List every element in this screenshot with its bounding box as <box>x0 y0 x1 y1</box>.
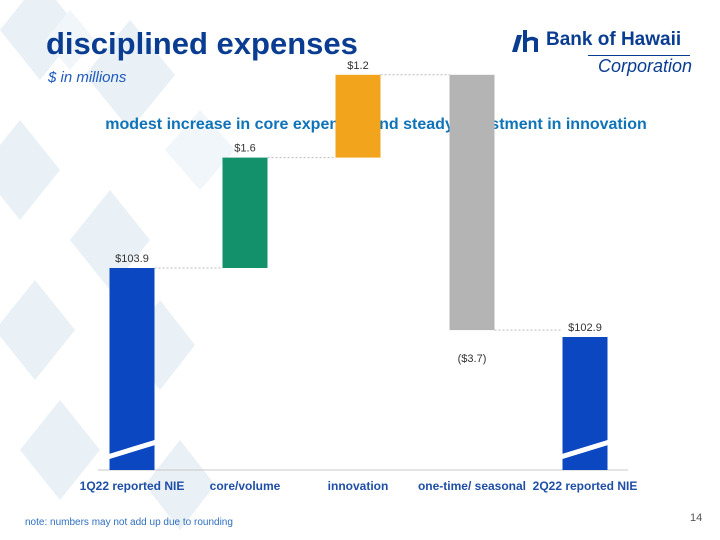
slide-subtitle: $ in millions <box>48 69 127 86</box>
bar-1 <box>222 157 268 268</box>
category-label: 1Q22 reported NIE <box>80 479 185 493</box>
bar-3 <box>449 74 495 331</box>
logo-corporation: Corporation <box>598 56 693 76</box>
slide-title: disciplined expenses <box>46 26 358 61</box>
bank-logo: Bank of Hawaii Corporation <box>512 26 692 80</box>
data-label: $102.9 <box>568 322 602 334</box>
bar-2 <box>335 74 381 158</box>
page-number: 14 <box>690 512 703 524</box>
axis-break-mark <box>559 439 611 460</box>
background-pattern <box>0 0 235 530</box>
category-label: one-time/ seasonal <box>418 479 526 493</box>
logo-bank-name: Bank of Hawaii <box>546 29 682 50</box>
data-label: $1.2 <box>347 60 368 72</box>
logo-rule <box>588 55 690 56</box>
data-label: $1.6 <box>234 143 255 155</box>
axis-break-mark <box>106 439 158 460</box>
bar-0 <box>109 268 155 470</box>
data-label: ($3.7) <box>458 353 487 365</box>
category-label: 2Q22 reported NIE <box>533 479 638 493</box>
footnote: note: numbers may not add up due to roun… <box>25 517 233 528</box>
hawaii-emblem-icon <box>512 30 538 52</box>
data-label: $103.9 <box>115 253 149 265</box>
category-label: innovation <box>328 479 389 493</box>
category-label: core/volume <box>210 479 281 493</box>
